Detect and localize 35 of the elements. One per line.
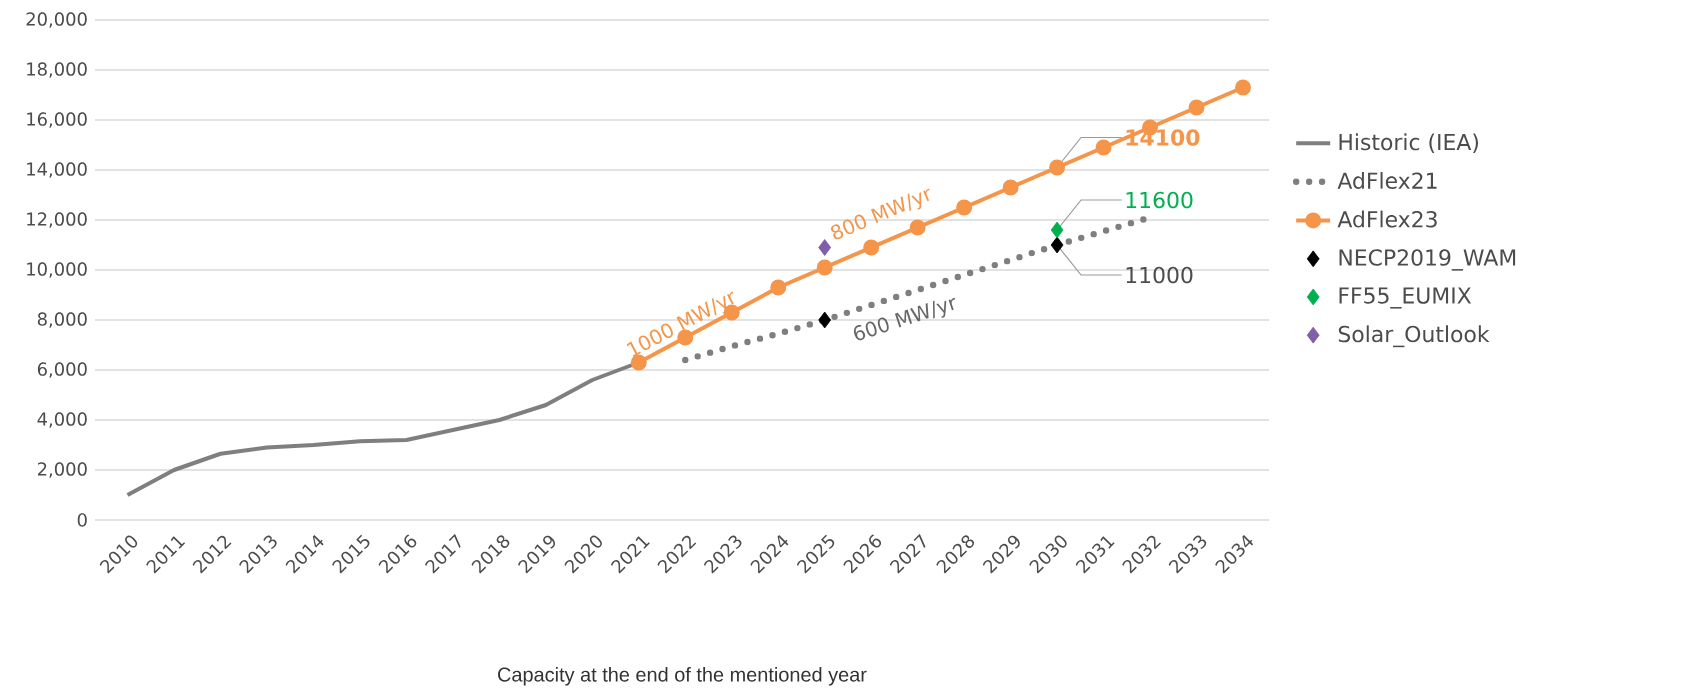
y-tick-label: 18,000 [27, 62, 87, 78]
y-tick-label: 8,000 [37, 312, 87, 328]
point [1002, 179, 1019, 196]
y-tick-label: 16,000 [27, 112, 87, 128]
y-tick-label: 20,000 [26, 12, 87, 28]
point [818, 239, 832, 256]
point [1050, 236, 1064, 254]
y-tick-label: 2,000 [37, 462, 87, 478]
point [1095, 139, 1112, 156]
point [1235, 79, 1251, 96]
data-label: 11000 [1126, 266, 1193, 284]
point [677, 329, 694, 346]
x-axis-title: Capacity at the end of the mentioned year [498, 667, 867, 686]
point [1188, 99, 1205, 116]
y-tick-label: 6,000 [37, 362, 87, 378]
legend-label: FF55_EUMIX [1339, 287, 1472, 309]
y-tick-label: 10,000 [27, 262, 87, 278]
point [1050, 221, 1064, 239]
legend-label: AdFlex23 [1337, 210, 1437, 228]
point [818, 311, 832, 329]
point [863, 239, 880, 256]
y-tick-label: 4,000 [37, 412, 87, 428]
legend-label: AdFlex21 [1337, 171, 1437, 189]
data-label: 11600 [1126, 191, 1193, 209]
point [1049, 159, 1066, 176]
point [956, 199, 973, 216]
legend-label: NECP2019_WAM [1339, 249, 1516, 271]
legend-label: Solar_Outlook [1338, 325, 1490, 348]
legend-label: Historic (IEA) [1339, 133, 1478, 153]
point [816, 259, 833, 276]
y-tick-label: 0 [77, 513, 87, 527]
y-tick-label: 12,000 [27, 212, 87, 228]
y-tick-label: 14,000 [27, 162, 87, 178]
annotation: 600 MW/yr [853, 297, 956, 341]
point [770, 279, 787, 296]
